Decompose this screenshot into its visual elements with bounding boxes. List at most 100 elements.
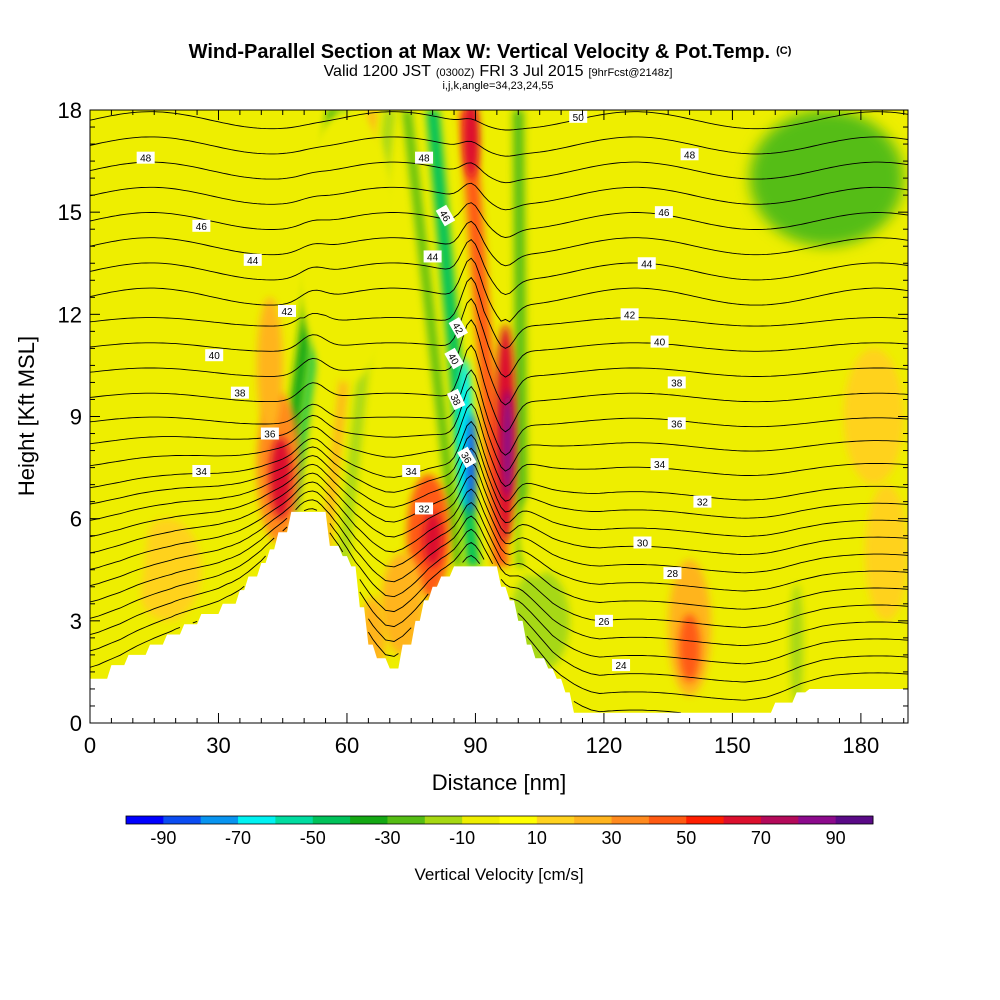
theta-label-box bbox=[667, 417, 686, 430]
velocity-cell bbox=[381, 552, 425, 655]
theta-contour bbox=[90, 434, 908, 519]
theta-contour bbox=[90, 111, 908, 131]
theta-contour bbox=[90, 161, 908, 184]
velocity-cell bbox=[518, 494, 553, 577]
theta-label-text: 48 bbox=[140, 154, 152, 165]
theta-label: 34 bbox=[402, 464, 421, 478]
theta-label: 24 bbox=[612, 659, 631, 672]
theta-label-box bbox=[654, 206, 673, 219]
velocity-band bbox=[402, 110, 463, 567]
colorbar-swatch bbox=[200, 816, 239, 824]
theta-label-text: 46 bbox=[196, 222, 208, 233]
velocity-cell bbox=[586, 467, 656, 604]
theta-label-box bbox=[693, 495, 712, 508]
theta-contour bbox=[90, 136, 908, 157]
colorbar-swatch bbox=[424, 816, 463, 824]
theta-label: 34 bbox=[650, 458, 669, 471]
theta-label-box bbox=[230, 386, 249, 399]
theta-contour bbox=[90, 554, 908, 683]
indices-line: i,j,k,angle=34,23,24,55 bbox=[442, 80, 553, 92]
theta-label-box bbox=[435, 204, 456, 227]
theta-label-text: 36 bbox=[264, 430, 276, 441]
theta-label-text: 36 bbox=[458, 451, 473, 467]
title-note: (C) bbox=[776, 45, 792, 57]
theta-contour bbox=[90, 202, 908, 238]
theta-label: 50 bbox=[569, 110, 588, 124]
theta-contour bbox=[90, 461, 908, 556]
colorbar-swatch bbox=[648, 816, 687, 824]
colorbar-swatch bbox=[574, 816, 613, 824]
colorbar-tick-label: 70 bbox=[751, 828, 771, 848]
theta-label: 40 bbox=[205, 349, 224, 362]
theta-label-box bbox=[415, 151, 434, 164]
theta-label: 44 bbox=[637, 257, 656, 270]
theta-label-text: 34 bbox=[196, 467, 208, 478]
theta-label: 30 bbox=[633, 536, 652, 550]
theta-label: 42 bbox=[278, 304, 297, 318]
theta-label-text: 38 bbox=[234, 389, 246, 400]
x-tick-label: 90 bbox=[463, 733, 487, 758]
theta-contour bbox=[90, 369, 908, 456]
y-tick-label: 9 bbox=[70, 405, 82, 430]
y-tick-label: 6 bbox=[70, 507, 82, 532]
theta-label: 40 bbox=[444, 347, 464, 370]
theta-label-text: 40 bbox=[445, 352, 460, 368]
theta-label-box bbox=[457, 446, 477, 469]
theta-label: 46 bbox=[654, 206, 673, 219]
theta-label-text: 44 bbox=[427, 252, 439, 263]
colorbar-tick-label: 90 bbox=[826, 828, 846, 848]
subtitle-utc: (0300Z) bbox=[436, 67, 475, 79]
theta-contour bbox=[90, 344, 908, 433]
theta-label-box bbox=[260, 427, 279, 440]
colorbar-swatch bbox=[163, 816, 202, 824]
theta-label-text: 24 bbox=[615, 661, 627, 672]
colorbar-swatch bbox=[499, 816, 538, 824]
theta-contour bbox=[90, 403, 908, 487]
colorbar-swatch bbox=[798, 816, 837, 824]
y-axis-label: Height [Kft MSL] bbox=[14, 336, 39, 496]
theta-contour bbox=[90, 220, 908, 267]
theta-contour bbox=[90, 257, 908, 323]
theta-label-text: 46 bbox=[437, 209, 452, 225]
velocity-cell bbox=[865, 484, 908, 621]
velocity-cell bbox=[843, 348, 904, 485]
colorbar-tick-label: -50 bbox=[300, 828, 326, 848]
theta-label-text: 36 bbox=[671, 419, 683, 430]
velocity-cell bbox=[295, 110, 399, 383]
theta-contours bbox=[90, 111, 908, 714]
velocity-field bbox=[90, 110, 908, 706]
theta-label-text: 42 bbox=[449, 321, 464, 337]
theta-contour bbox=[90, 276, 908, 349]
colorbar-swatch bbox=[312, 816, 351, 824]
colorbar-tick-label: -70 bbox=[225, 828, 251, 848]
theta-label-box bbox=[192, 219, 211, 232]
theta-label-text: 38 bbox=[447, 393, 462, 408]
theta-contour bbox=[90, 447, 908, 537]
theta-label: 48 bbox=[415, 151, 434, 165]
theta-label: 28 bbox=[663, 567, 682, 580]
subtitle-date: FRI 3 Jul 2015 bbox=[479, 63, 583, 80]
theta-label: 42 bbox=[620, 308, 639, 321]
velocity-cell bbox=[678, 614, 701, 683]
colorbar-swatch bbox=[686, 816, 725, 824]
velocity-cell bbox=[543, 110, 664, 213]
theta-label: 46 bbox=[435, 204, 456, 227]
y-tick-label: 18 bbox=[58, 98, 82, 123]
y-tick-label: 12 bbox=[58, 302, 82, 327]
theta-label-text: 42 bbox=[624, 310, 636, 321]
x-axis-label: Distance [nm] bbox=[432, 770, 567, 795]
theta-label-box bbox=[444, 347, 464, 370]
theta-label-text: 40 bbox=[654, 338, 666, 349]
theta-contour bbox=[90, 508, 908, 647]
theta-label-text: 48 bbox=[684, 150, 696, 161]
theta-label-text: 26 bbox=[598, 617, 610, 628]
theta-label: 34 bbox=[192, 464, 211, 478]
theta-contour bbox=[90, 532, 908, 665]
y-tick-label: 3 bbox=[70, 609, 82, 634]
x-tick-label: 30 bbox=[206, 733, 230, 758]
theta-label-box bbox=[620, 308, 639, 321]
velocity-cell bbox=[90, 110, 206, 349]
velocity-cell bbox=[790, 583, 804, 706]
x-tick-label: 60 bbox=[335, 733, 359, 758]
